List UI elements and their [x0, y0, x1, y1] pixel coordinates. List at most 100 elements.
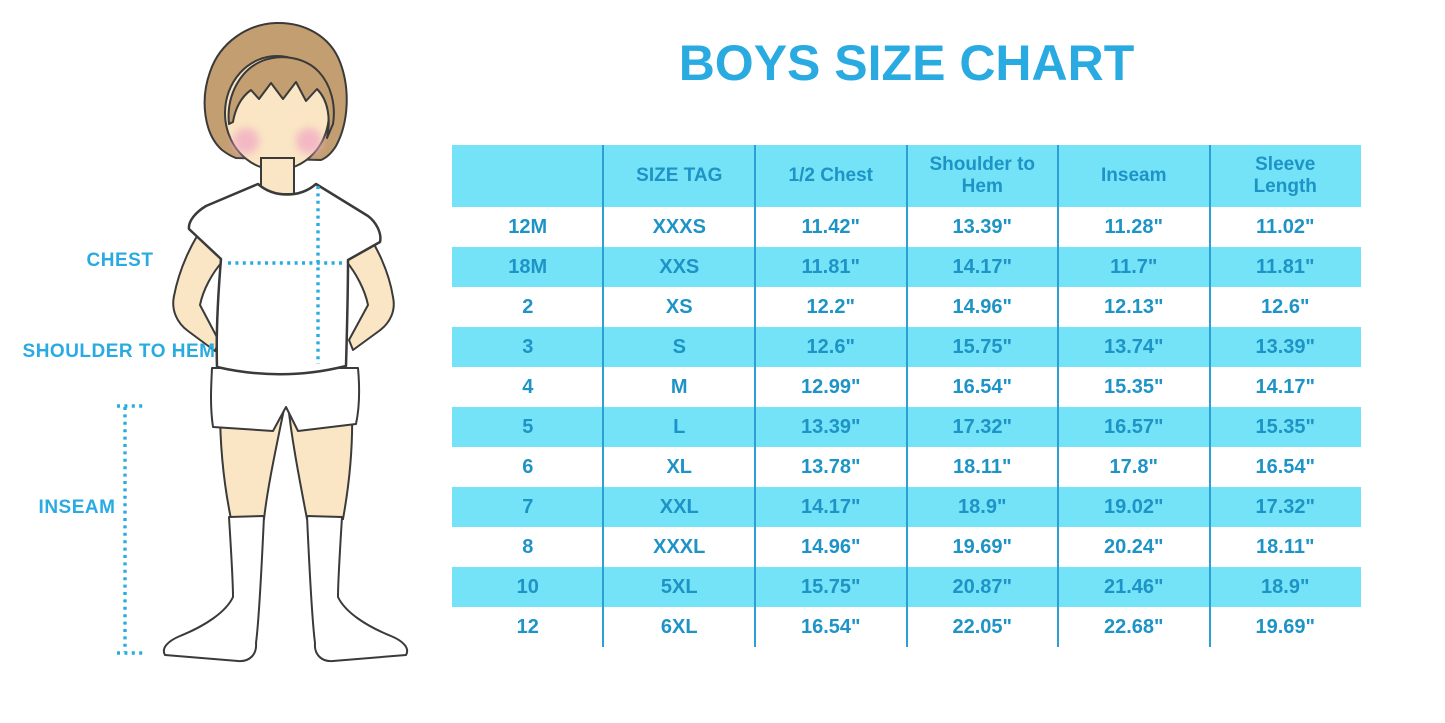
measurement-cell: 15.75": [952, 335, 1013, 358]
boy-hair-fringe-shape: [227, 56, 335, 139]
measurement-cell: L: [673, 415, 686, 438]
measurement-cell: 15.75": [800, 575, 861, 598]
measurement-cell: 16.57": [1103, 415, 1164, 438]
column-header: Inseam: [1101, 165, 1167, 187]
measurement-cell: 13.39": [952, 215, 1013, 238]
measurement-cell: XXXL: [653, 535, 706, 558]
table-row: 12M XXXS 11.42" 13.39" 11.28" 11.02": [452, 207, 1361, 247]
measurement-cell: 14.96": [952, 295, 1013, 318]
size-label-cell: 12M: [508, 215, 548, 238]
measurement-cell: 13.78": [800, 455, 861, 478]
boy-left-cheek: [233, 128, 259, 154]
measurement-cell: 12.6": [1261, 295, 1310, 318]
table-row: 10 5XL 15.75" 20.87" 21.46" 18.9": [452, 567, 1361, 607]
measurement-cell: 19.02": [1103, 495, 1164, 518]
measurement-cell: 12.99": [800, 375, 861, 398]
boy-shorts-shape: [210, 367, 361, 432]
table-row: 7 XXL 14.17" 18.9" 19.02" 17.32": [452, 487, 1361, 527]
measurement-cell: 20.87": [952, 575, 1013, 598]
measurement-cell: 11.81": [801, 255, 860, 278]
measurement-cell: XL: [666, 455, 693, 478]
measurement-cell: 18.9": [958, 495, 1007, 518]
measurement-cell: 6XL: [660, 615, 698, 638]
measurement-cell: 19.69": [1255, 615, 1316, 638]
boy-right-cheek: [296, 128, 322, 154]
column-header: Sleeve Length: [1253, 154, 1317, 197]
measurement-cell: 13.74": [1103, 335, 1164, 358]
measurement-cell: 12.2": [806, 295, 855, 318]
table-row: 8 XXXL 14.96" 19.69" 20.24" 18.11": [452, 527, 1361, 567]
boy-right-sock-shape: [306, 515, 409, 663]
measurement-cell: 22.68": [1103, 615, 1164, 638]
measurement-cell: 22.05": [952, 615, 1013, 638]
measurement-cell: M: [670, 375, 688, 398]
size-label-cell: 4: [522, 375, 534, 398]
measurement-cell: 20.24": [1103, 535, 1164, 558]
measurement-cell: 15.35": [1255, 415, 1316, 438]
measurement-cell: 11.28": [1104, 215, 1163, 238]
label-shoulder-to-hem: SHOULDER TO HEM: [22, 341, 216, 362]
measurement-cell: 11.81": [1256, 255, 1315, 278]
page-title: BOYS SIZE CHART: [678, 35, 1135, 91]
boy-tshirt-shape: [187, 182, 382, 376]
measurement-cell: XXS: [659, 255, 700, 278]
boy-left-sock-shape: [162, 515, 265, 663]
column-header: SIZE TAG: [636, 165, 723, 187]
measurement-cell: 13.39": [800, 415, 861, 438]
measurement-cell: 16.54": [952, 375, 1013, 398]
table-row: 12 6XL 16.54" 22.05" 22.68" 19.69": [452, 607, 1361, 647]
label-inseam: INSEAM: [38, 497, 116, 518]
measurement-cell: 11.02": [1256, 215, 1315, 238]
measurement-cell: S: [672, 335, 686, 358]
size-table: SIZE TAG 1/2 Chest Shoulder to Hem Inseam Sl…: [452, 145, 1361, 647]
label-chest: CHEST: [86, 250, 154, 271]
size-label-cell: 12: [516, 615, 539, 638]
table-row: 5 L 13.39" 17.32" 16.57" 15.35": [452, 407, 1361, 447]
table-body: 12M XXXS 11.42" 13.39" 11.28" 11.02" 18M XXS 11.…: [452, 207, 1361, 647]
table-row: 4 M 12.99" 16.54" 15.35" 14.17": [452, 367, 1361, 407]
measurement-cell: 14.17": [1255, 375, 1316, 398]
measurement-cell: 16.54": [1255, 455, 1316, 478]
boy-illustration: [117, 21, 409, 663]
size-label-cell: 6: [522, 455, 534, 478]
measurement-cell: 11.7": [1110, 255, 1158, 278]
measurement-cell: 18.9": [1261, 575, 1310, 598]
boy-measurement-diagram: CHEST SHOULDER TO HEM INSEAM: [0, 0, 452, 723]
measurement-cell: XXXS: [652, 215, 706, 238]
size-label-cell: 18M: [508, 255, 548, 278]
size-label-cell: 2: [522, 295, 534, 318]
measurement-cell: 15.35": [1103, 375, 1164, 398]
measurement-cell: 14.96": [800, 535, 861, 558]
measurement-cell: 21.46": [1103, 575, 1164, 598]
measurement-cell: 18.11": [953, 455, 1012, 478]
size-label-cell: 7: [522, 495, 534, 518]
measurement-cell: 12.13": [1103, 295, 1164, 318]
table-row: 18M XXS 11.81" 14.17" 11.7" 11.81": [452, 247, 1361, 287]
size-label-cell: 5: [522, 415, 534, 438]
table-header-row: SIZE TAG 1/2 Chest Shoulder to Hem Inseam Sl…: [452, 145, 1361, 207]
measurement-cell: 17.8": [1109, 455, 1158, 478]
measurement-cell: 16.54": [800, 615, 861, 638]
measurement-cell: 11.42": [801, 215, 860, 238]
measurement-cell: 14.17": [800, 495, 861, 518]
size-label-cell: 3: [522, 335, 534, 358]
measurement-cell: 14.17": [952, 255, 1013, 278]
measurement-cell: 5XL: [660, 575, 698, 598]
measurement-cell: XXL: [659, 495, 699, 518]
measurement-cell: 17.32": [1255, 495, 1316, 518]
table-row: 2 XS 12.2" 14.96" 12.13" 12.6": [452, 287, 1361, 327]
table-row: 3 S 12.6" 15.75" 13.74" 13.39": [452, 327, 1361, 367]
measurement-cell: 19.69": [952, 535, 1013, 558]
column-header: Shoulder to Hem: [929, 154, 1036, 197]
measurement-cell: 18.11": [1256, 535, 1315, 558]
size-label-cell: 8: [522, 535, 534, 558]
column-header: 1/2 Chest: [788, 165, 873, 187]
column-header-empty: [452, 145, 604, 207]
boy-right-leg-shape: [286, 402, 354, 520]
measurement-cell: 17.32": [952, 415, 1013, 438]
size-label-cell: 10: [516, 575, 539, 598]
measurement-cell: 12.6": [806, 335, 855, 358]
table-row: 6 XL 13.78" 18.11" 17.8" 16.54": [452, 447, 1361, 487]
measurement-cell: XS: [665, 295, 693, 318]
